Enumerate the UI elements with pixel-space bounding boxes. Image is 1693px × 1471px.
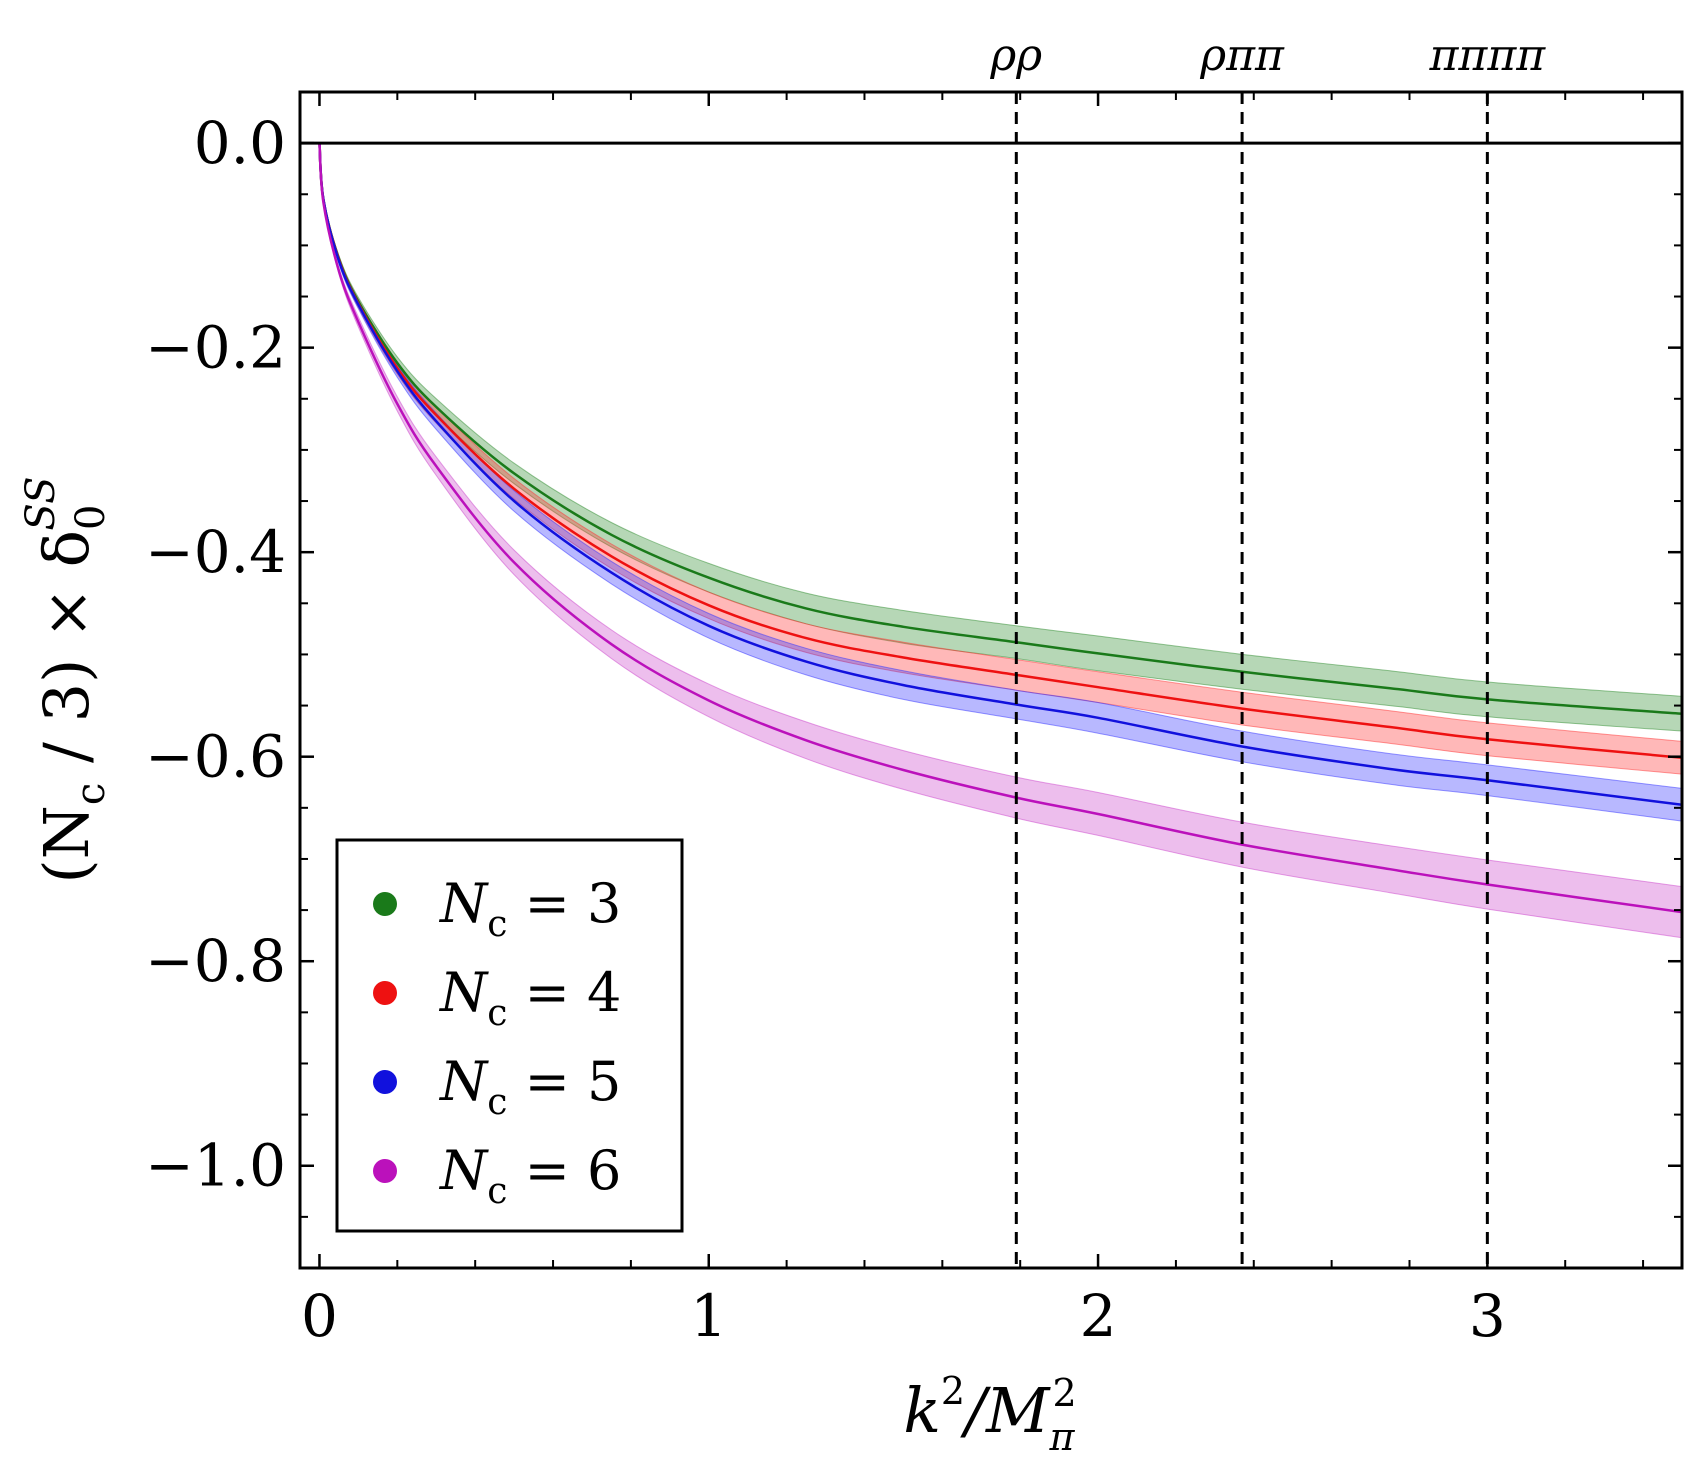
legend-label-nc6: Nc = 6 <box>438 1139 621 1212</box>
band-nc4 <box>319 143 1682 775</box>
threshold-label-2: ππππ <box>1429 30 1547 81</box>
y-axis-label: (Nc / 3) × δ0SS <box>18 476 114 883</box>
series-line-nc6 <box>318 143 1682 914</box>
legend-marker-nc6 <box>373 1159 397 1183</box>
legend-label-nc4: Nc = 4 <box>438 961 621 1034</box>
legend-label-nc3: Nc = 3 <box>438 872 621 945</box>
legend: Nc = 3 Nc = 4 Nc = 5 Nc = 6 <box>335 838 684 1233</box>
series-line-nc5 <box>318 143 1682 807</box>
x-tick-label: 1 <box>690 1282 727 1350</box>
threshold-label-1: ρππ <box>1199 30 1285 81</box>
y-tick-label: −1.0 <box>145 1132 286 1200</box>
legend-label-nc5: Nc = 5 <box>438 1050 621 1123</box>
legend-marker-nc3 <box>373 892 397 916</box>
y-tick-label: 0.0 <box>194 109 286 177</box>
threshold-label-0: ρρ <box>989 30 1042 81</box>
y-tick-label: −0.8 <box>145 927 286 995</box>
legend-marker-nc5 <box>373 1070 397 1094</box>
band-nc6 <box>319 143 1682 939</box>
x-axis-label: k2/Mπ2 <box>903 1369 1076 1459</box>
band-nc3 <box>319 143 1682 732</box>
plot-frame <box>298 90 1684 1270</box>
band-nc5 <box>319 143 1682 822</box>
x-tick-label: 0 <box>301 1282 338 1350</box>
y-tick-label: −0.6 <box>145 723 286 791</box>
y-tick-label: −0.2 <box>145 314 286 382</box>
x-tick-label: 3 <box>1469 1282 1506 1350</box>
y-tick-label: −0.4 <box>145 518 286 586</box>
legend-marker-nc4 <box>373 981 397 1005</box>
series-line-nc3 <box>318 143 1682 715</box>
x-tick-label: 2 <box>1080 1282 1117 1350</box>
